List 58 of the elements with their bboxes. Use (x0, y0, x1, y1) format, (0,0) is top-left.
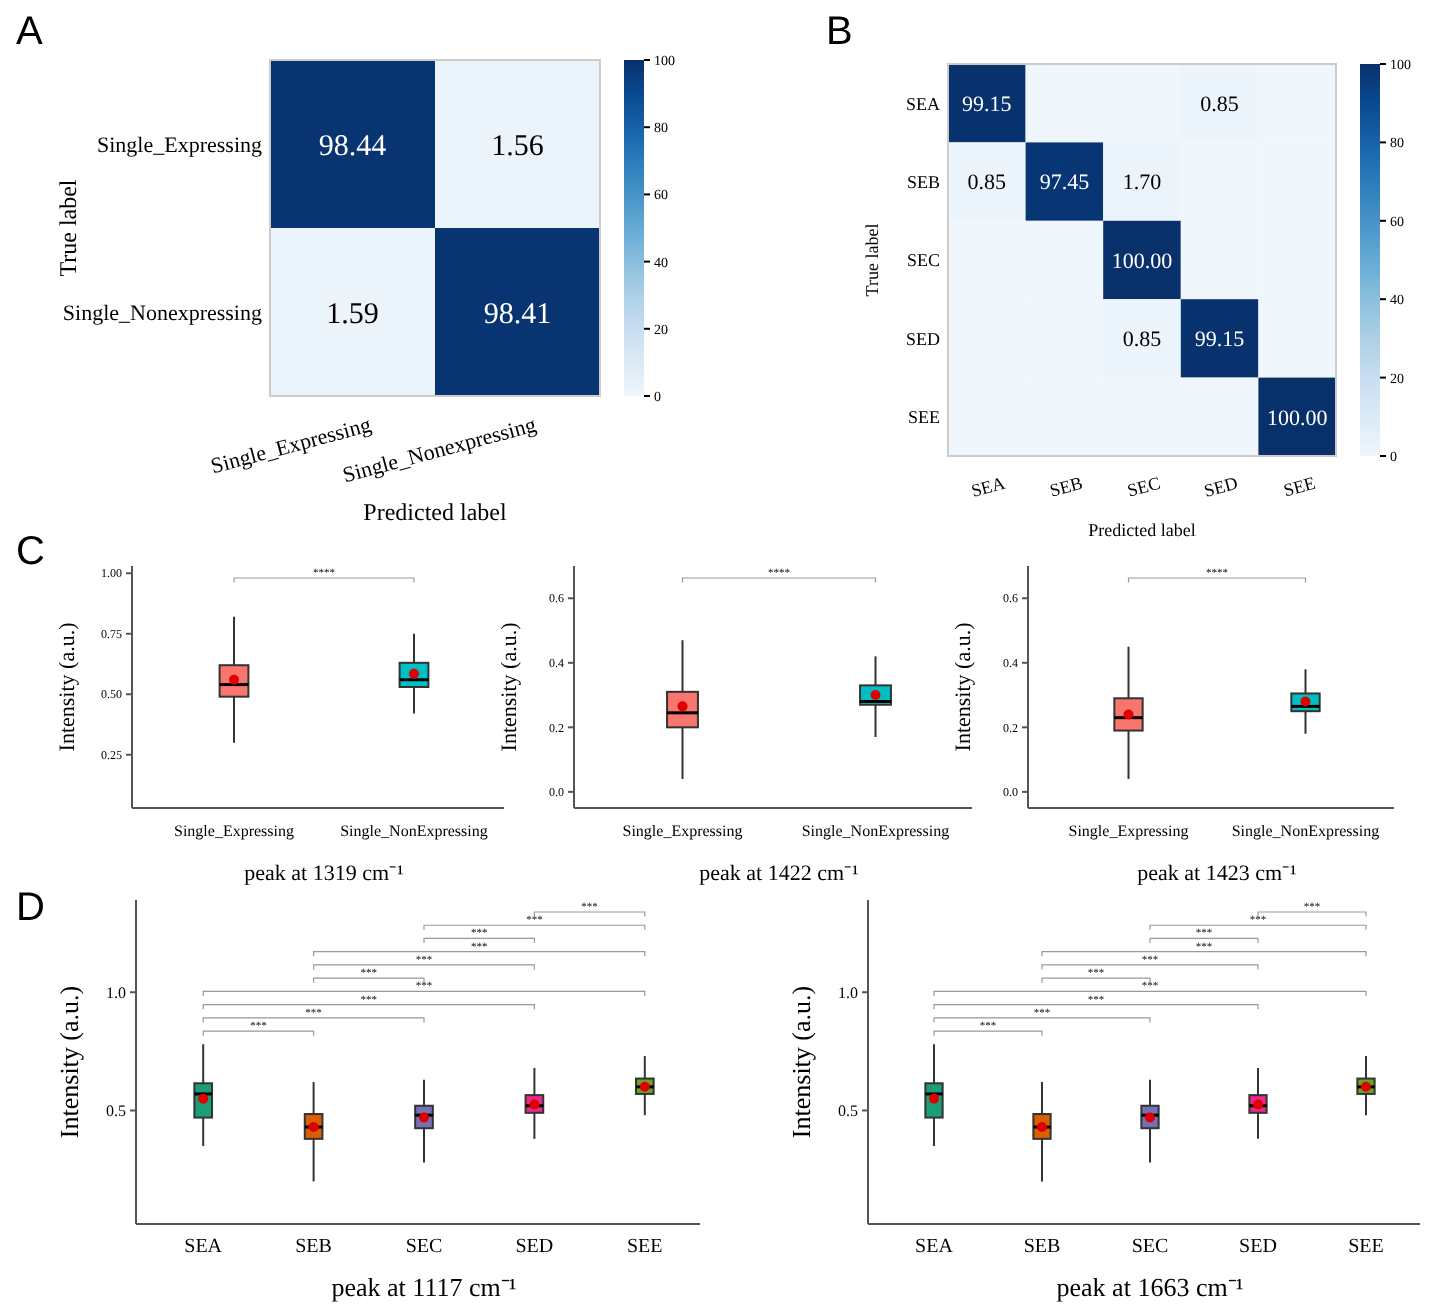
x-tick-label: SEC (405, 1236, 443, 1258)
data-label: 100.00 (1111, 249, 1174, 274)
text: D (16, 886, 45, 930)
x-tick-label: SEB (295, 1236, 333, 1258)
x-axis-title: peak at 1423 cm⁻¹ (1137, 862, 1297, 886)
x-tick-label: SED (1201, 472, 1241, 501)
x-tick-label: Single_NonExpressing (801, 822, 950, 840)
x-tick-label: SED (1239, 1236, 1277, 1258)
x-tick-label: Single_NonExpressing (1231, 822, 1380, 840)
y-tick-label: SED (905, 328, 941, 349)
y-axis-title: Intensity (a.u.) (56, 621, 80, 752)
data-label: 1.59 (326, 298, 379, 331)
y-tick-label: SEB (906, 171, 940, 192)
y-axis-title: Intensity (a.u.) (498, 621, 522, 752)
x-tick-label: Single_Expressing (174, 822, 294, 840)
text: C (16, 530, 45, 574)
data-label: 98.44 (318, 130, 388, 163)
x-tick-label: SEC (1131, 1236, 1169, 1258)
y-axis-title: Intensity (a.u.) (952, 621, 976, 752)
data-label: 0.85 (1200, 92, 1240, 117)
x-axis-title: peak at 1319 cm⁻¹ (244, 862, 404, 886)
y-tick-label: SEC (906, 250, 940, 271)
x-tick-label: SEC (1125, 472, 1163, 501)
data-label: 1.70 (1122, 171, 1163, 196)
y-tick-label: 1.0 (106, 983, 126, 1002)
x-tick-label: SEE (1348, 1236, 1384, 1258)
x-axis-title: Predicted label (1088, 520, 1197, 540)
data-label: 98.41 (483, 298, 552, 331)
y-axis-title: Intensity (a.u.) (54, 985, 84, 1139)
y-axis-title: Intensity (a.u.) (786, 985, 816, 1139)
data-label: 99.15 (962, 92, 1013, 117)
y-axis-title: True label (862, 222, 882, 297)
text: A (16, 10, 44, 54)
text: B (826, 10, 853, 54)
x-tick-label: Single_NonExpressing (340, 822, 488, 840)
x-axis-title: Predicted label (363, 498, 508, 526)
data-label: 100.00 (1266, 406, 1329, 431)
data-label: 0.85 (967, 171, 1008, 196)
x-tick-label: Single_Expressing (1068, 822, 1189, 840)
data-label: 0.85 (1122, 328, 1163, 353)
y-axis-title: True label (54, 178, 82, 277)
x-tick-label: SEB (1047, 472, 1085, 501)
x-axis-title: peak at 1117 cm⁻¹ (331, 1272, 517, 1302)
y-tick-label: SEA (905, 93, 941, 114)
x-tick-label: SEE (627, 1236, 663, 1258)
x-axis-title: peak at 1422 cm⁻¹ (699, 862, 859, 886)
x-tick-label: SEE (1281, 472, 1319, 501)
y-tick-label: 0.5 (838, 1102, 858, 1121)
x-axis-title: peak at 1663 cm⁻¹ (1056, 1272, 1244, 1302)
data-label: 99.15 (1194, 328, 1246, 353)
x-tick-label: Single_Expressing (622, 822, 743, 840)
y-tick-label: Single_Expressing (97, 133, 263, 158)
y-tick-label: 0.5 (106, 1102, 126, 1121)
data-label: 97.45 (1039, 171, 1091, 196)
data-label: 1.56 (491, 130, 545, 163)
x-tick-label: SEB (1023, 1236, 1061, 1258)
x-tick-label: SEA (184, 1236, 224, 1258)
y-tick-label: 1.0 (838, 983, 858, 1002)
